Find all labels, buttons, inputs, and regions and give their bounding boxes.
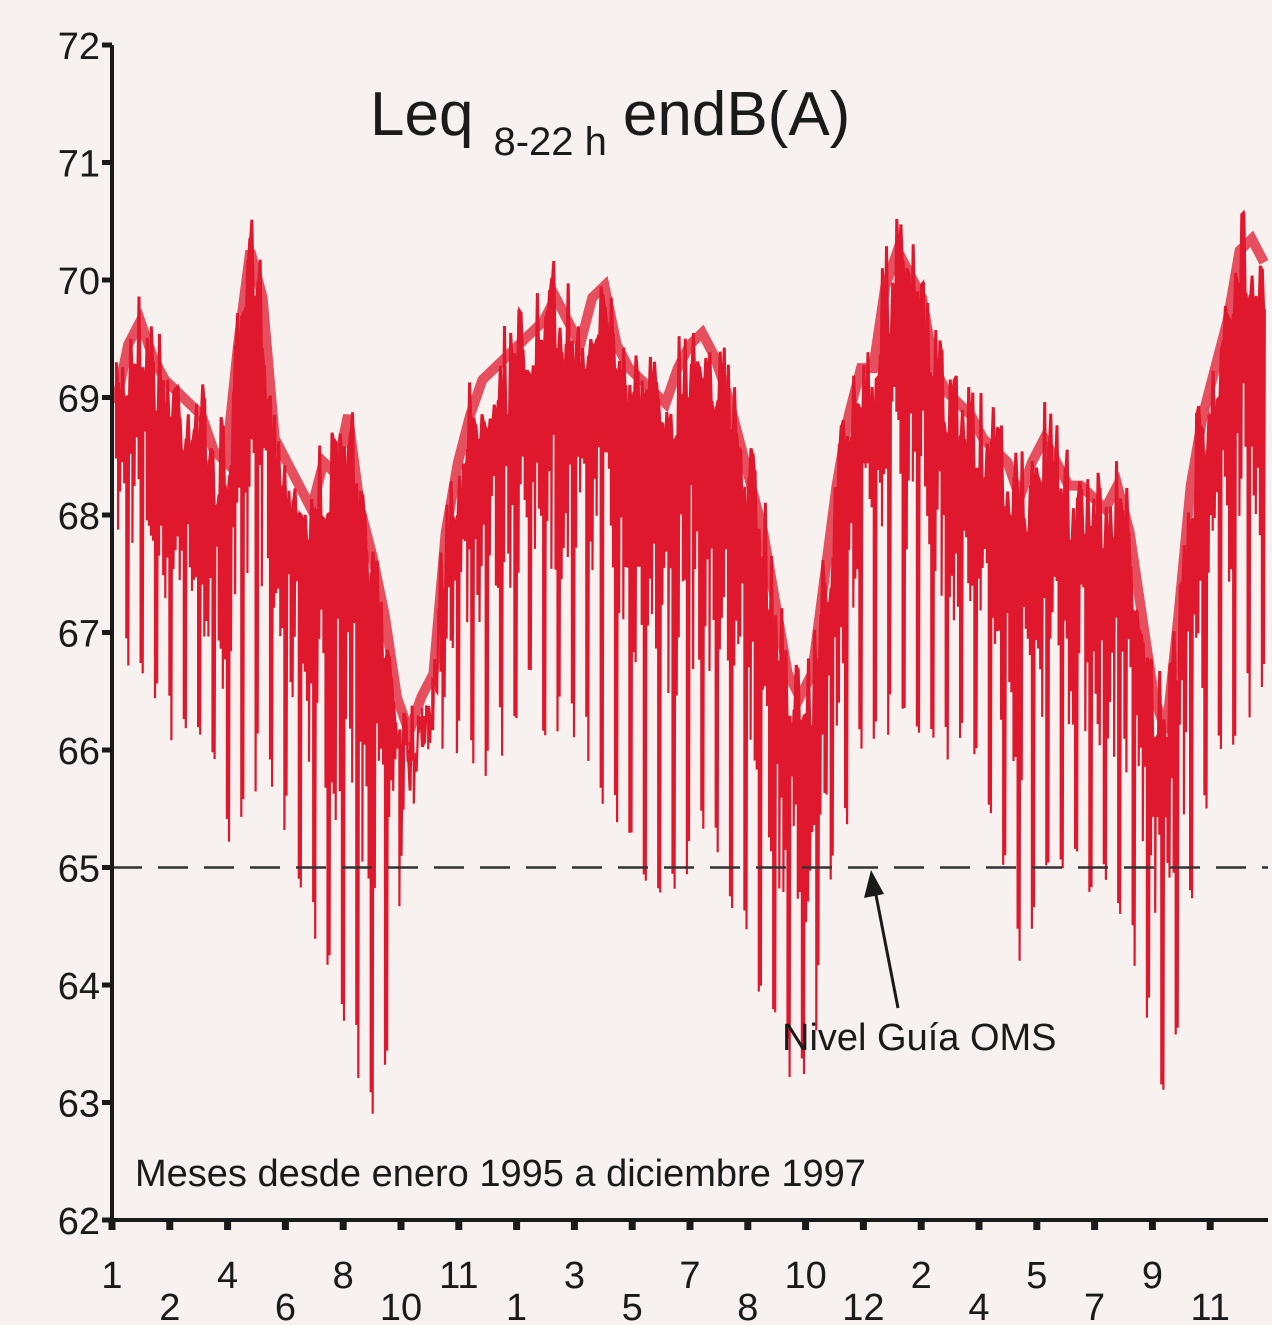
x-tick-label: 2 [159,1287,180,1325]
x-tick-label: 7 [1084,1287,1105,1325]
x-tick-label: 4 [968,1287,989,1325]
x-tick-label: 6 [275,1287,296,1325]
y-tick-label: 63 [58,1084,100,1126]
y-tick-label: 64 [58,966,100,1008]
y-tick-label: 71 [58,144,100,186]
chart-title: Leq 8-22 h endB(A) [370,80,850,164]
x-tick-label: 11 [1190,1287,1229,1325]
series-line [114,209,1266,1114]
x-tick-label: 1 [101,1255,122,1297]
x-tick-label: 8 [333,1255,354,1297]
x-tick-label: 4 [217,1255,238,1297]
x-tick-label: 9 [1142,1255,1163,1297]
x-tick-label: 12 [842,1287,884,1325]
x-tick-label: 2 [911,1255,932,1297]
x-tick-label: 10 [784,1255,826,1297]
y-ticks: 62 63 64 65 66 67 68 69 70 71 72 [58,26,112,1243]
reference-arrow [864,870,900,1009]
y-tick-label: 65 [58,849,100,891]
x-tick-label: 1 [506,1287,527,1325]
x-tick-label: 11 [439,1255,478,1297]
y-tick-label: 72 [58,26,100,68]
title-unit: endB(A) [623,80,850,149]
x-tick-label: 5 [1026,1255,1047,1297]
y-tick-label: 67 [58,614,100,656]
reference-label: Nivel Guía OMS [782,1017,1057,1059]
x-tick-label: 8 [737,1287,758,1325]
x-tick-label: 5 [622,1287,643,1325]
x-tick-label: 7 [679,1255,700,1297]
y-tick-label: 69 [58,379,100,421]
title-main: Leq [370,80,473,149]
x-axis-label: Meses desde enero 1995 a diciembre 1997 [135,1153,866,1195]
y-tick-label: 70 [58,261,100,303]
title-subscript: 8-22 h [493,120,606,164]
x-tick-label: 10 [380,1287,422,1325]
series-upper-band [111,230,1269,748]
y-tick-label: 68 [58,496,100,538]
series-layer [111,209,1269,1114]
y-tick-label: 62 [58,1201,100,1243]
x-tick-label: 3 [564,1255,585,1297]
y-tick-label: 66 [58,731,100,773]
